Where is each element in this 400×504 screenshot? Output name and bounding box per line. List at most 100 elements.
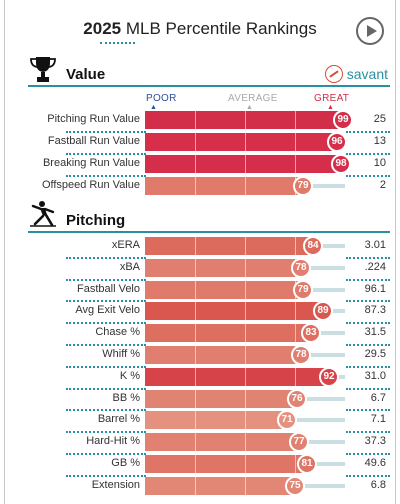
pitching-section-divider	[28, 231, 390, 233]
row-separator	[346, 175, 390, 177]
metric-label: Extension	[91, 478, 140, 491]
percentile-bar	[145, 411, 287, 430]
bar-gridline	[245, 237, 246, 255]
bar-gridline	[245, 258, 246, 277]
row-separator	[66, 409, 146, 412]
metric-row[interactable]: K % 92 31.0	[0, 366, 400, 387]
bar-gridline	[195, 258, 196, 277]
pitcher-icon	[30, 201, 56, 227]
bar-gridline	[245, 111, 246, 129]
page-title: 2025 MLB Percentile Rankings	[0, 19, 400, 39]
bar-gridline	[295, 133, 296, 151]
percentile-bar	[145, 367, 329, 386]
percentile-bubble: 77	[289, 432, 309, 453]
percentile-bubble: 75	[285, 475, 305, 496]
savant-brand[interactable]: savant	[324, 65, 388, 83]
row-separator	[346, 365, 390, 368]
percentile-bar	[145, 433, 299, 452]
metric-row[interactable]: BB % 76 6.7	[0, 388, 400, 409]
metric-label: Chase %	[95, 326, 140, 339]
metric-label: Barrel %	[97, 413, 140, 426]
bar-gridline	[295, 302, 296, 321]
percentile-bubble: 78	[291, 345, 311, 365]
metric-row[interactable]: Hard-Hit % 77 37.3	[0, 432, 400, 453]
metric-row[interactable]: Offspeed Run Value 79 2	[0, 176, 400, 196]
bar-gridline	[195, 433, 196, 452]
row-separator	[66, 453, 146, 455]
metric-row[interactable]: Extension 75 6.8	[0, 475, 400, 496]
savant-logo-icon	[324, 65, 343, 83]
value-section-title: Value	[66, 66, 106, 83]
percentile-bubble: 84	[303, 236, 323, 256]
bar-gridline	[195, 346, 196, 364]
percentile-bubble: 83	[301, 323, 321, 344]
percentile-bar	[145, 346, 301, 364]
metric-row[interactable]: GB % 81 49.6	[0, 454, 400, 474]
metric-value: 13	[373, 135, 386, 147]
metric-row[interactable]: Pitching Run Value 99 25	[0, 110, 400, 130]
percentile-bar	[145, 111, 343, 129]
metric-row[interactable]: Barrel % 71 7.1	[0, 410, 400, 431]
percentile-bubble: 78	[291, 257, 311, 278]
metric-label: BB %	[112, 391, 140, 404]
metric-label: Fastball Run Value	[47, 135, 140, 147]
bar-gridline	[195, 237, 196, 255]
row-separator	[346, 431, 390, 434]
bar-gridline	[195, 133, 196, 151]
metric-value: 29.5	[364, 348, 386, 360]
metric-value: 31.5	[364, 326, 386, 339]
bar-gridline	[245, 280, 246, 299]
metric-row[interactable]: Avg Exit Velo 89 87.3	[0, 301, 400, 322]
percentile-bubble: 96	[327, 132, 347, 152]
title-year: 2025	[83, 19, 122, 38]
bar-gridline	[245, 155, 246, 173]
row-separator	[346, 300, 390, 303]
metric-value: 10	[373, 157, 386, 169]
bar-gridline	[245, 324, 246, 343]
metric-row[interactable]: Fastball Velo 79 96.1	[0, 279, 400, 300]
bar-gridline	[295, 237, 296, 255]
pitching-section-header: Pitching	[28, 201, 390, 236]
play-button[interactable]	[356, 17, 384, 45]
row-separator	[346, 474, 390, 477]
bar-gridline	[245, 302, 246, 321]
metric-value: 31.0	[364, 369, 386, 382]
percentile-bubble: 92	[319, 366, 339, 387]
bar-gridline	[295, 324, 296, 343]
metric-row[interactable]: Whiff % 78 29.5	[0, 345, 400, 365]
metric-row[interactable]: xBA 78 .224	[0, 257, 400, 278]
row-separator	[346, 453, 390, 455]
bar-gridline	[195, 302, 196, 321]
bar-gridline	[245, 433, 246, 452]
row-separator	[346, 387, 390, 390]
bar-gridline	[195, 324, 196, 343]
metric-label: Avg Exit Velo	[75, 304, 140, 317]
percentile-bar	[145, 280, 303, 299]
bar-gridline	[195, 177, 196, 195]
bar-gridline	[195, 111, 196, 129]
row-separator	[66, 278, 146, 281]
percentile-bar	[145, 302, 323, 321]
percentile-bar	[145, 455, 307, 473]
row-separator	[66, 474, 146, 477]
row-separator	[346, 278, 390, 281]
row-separator	[346, 344, 390, 346]
title-text: MLB Percentile Rankings	[125, 19, 317, 38]
row-separator	[66, 431, 146, 434]
metric-value: 87.3	[364, 304, 386, 317]
percentile-bubble: 79	[293, 176, 313, 196]
metric-value: 6.8	[370, 478, 386, 491]
metric-label: Breaking Run Value	[42, 157, 140, 169]
bar-gridline	[245, 476, 246, 495]
bar-gridline	[295, 455, 296, 473]
bar-gridline	[245, 455, 246, 473]
metric-row[interactable]: Chase % 83 31.5	[0, 323, 400, 344]
bar-gridline	[295, 367, 296, 386]
scale-poor-arrow-icon: ▲	[150, 104, 157, 111]
metric-row[interactable]: xERA 84 3.01	[0, 236, 400, 256]
row-separator	[66, 365, 146, 368]
bar-gridline	[295, 155, 296, 173]
metric-row[interactable]: Breaking Run Value 98 10	[0, 154, 400, 174]
scale-average-label: AVERAGE	[228, 93, 278, 104]
metric-row[interactable]: Fastball Run Value 96 13	[0, 132, 400, 152]
